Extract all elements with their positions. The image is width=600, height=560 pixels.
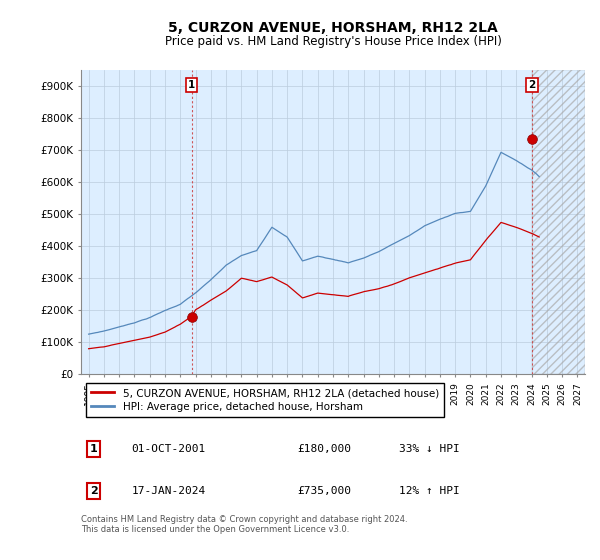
Text: Contains HM Land Registry data © Crown copyright and database right 2024.
This d: Contains HM Land Registry data © Crown c…	[81, 515, 407, 534]
Text: Price paid vs. HM Land Registry's House Price Index (HPI): Price paid vs. HM Land Registry's House …	[164, 35, 502, 48]
Text: 17-JAN-2024: 17-JAN-2024	[131, 486, 206, 496]
Text: £735,000: £735,000	[298, 486, 352, 496]
Text: 33% ↓ HPI: 33% ↓ HPI	[398, 444, 459, 454]
Text: £180,000: £180,000	[298, 444, 352, 454]
Bar	[532, 70, 585, 374]
Bar	[532, 70, 585, 374]
Legend: 5, CURZON AVENUE, HORSHAM, RH12 2LA (detached house), HPI: Average price, detach: 5, CURZON AVENUE, HORSHAM, RH12 2LA (det…	[86, 383, 444, 418]
Text: 1: 1	[90, 444, 97, 454]
Text: 2: 2	[90, 486, 97, 496]
Text: 5, CURZON AVENUE, HORSHAM, RH12 2LA: 5, CURZON AVENUE, HORSHAM, RH12 2LA	[168, 21, 498, 35]
Text: 01-OCT-2001: 01-OCT-2001	[131, 444, 206, 454]
Text: 1: 1	[188, 80, 196, 90]
Text: 2: 2	[529, 80, 536, 90]
Text: 12% ↑ HPI: 12% ↑ HPI	[398, 486, 459, 496]
